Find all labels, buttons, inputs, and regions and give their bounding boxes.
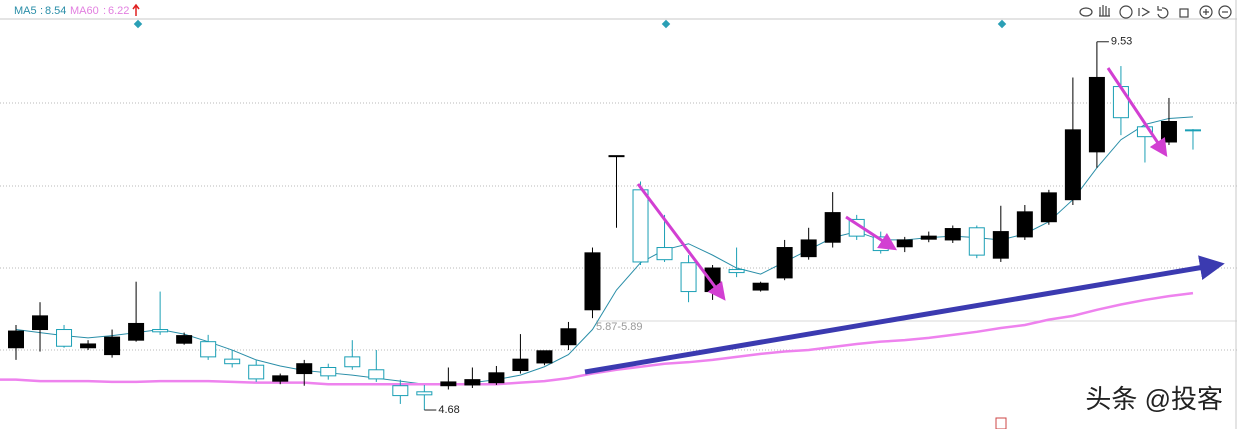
candle-body — [992, 231, 1009, 259]
legend-name: MA60 — [70, 5, 99, 17]
candle-body — [1040, 192, 1057, 223]
candle-body — [680, 262, 697, 293]
candle-body — [272, 375, 289, 382]
legend-separator: : — [103, 5, 106, 17]
candle-body — [536, 350, 553, 364]
candle-body — [416, 391, 433, 396]
small-marker — [995, 417, 1007, 430]
annotation-arrows — [584, 67, 1225, 375]
toolbar — [1079, 5, 1232, 19]
candle-body — [104, 336, 121, 356]
candle-body — [440, 381, 457, 387]
zoom-in-icon[interactable] — [1199, 5, 1213, 19]
trend-arrow — [636, 183, 726, 301]
candle-body — [248, 364, 265, 380]
candle-body — [56, 329, 73, 347]
trend-arrow — [1106, 67, 1168, 157]
candle-body — [224, 358, 241, 365]
candle-body — [128, 322, 145, 341]
candle-body — [152, 329, 169, 333]
legend-name: MA5 — [14, 5, 37, 17]
lock-icon[interactable] — [1179, 8, 1189, 18]
candle-body — [920, 235, 937, 240]
candle-body — [1064, 129, 1081, 201]
candle-body — [320, 366, 337, 377]
legend-separator: : — [40, 5, 43, 17]
candle-body — [968, 227, 985, 256]
eye-icon[interactable] — [1079, 7, 1093, 17]
candle-body — [824, 212, 841, 243]
high-label: 9.53 — [1111, 36, 1132, 48]
watermark: 头条 @投客 — [1085, 384, 1223, 414]
candle-body — [800, 239, 817, 258]
step-icon[interactable] — [1138, 7, 1151, 17]
legend-value: 6.22 — [108, 5, 129, 17]
candle-body — [80, 343, 97, 349]
candle-body — [896, 239, 913, 248]
candle-body — [296, 363, 313, 375]
candle-body — [776, 247, 793, 279]
up-arrow-icon — [132, 3, 140, 16]
candle-body — [728, 269, 745, 274]
candle-body — [632, 189, 649, 263]
candle-body — [584, 252, 601, 311]
candle-body — [560, 328, 577, 346]
candle-body — [1112, 86, 1129, 119]
candle-body — [344, 356, 361, 368]
trend-arrow — [845, 215, 898, 251]
candle-body — [1136, 126, 1153, 138]
header-legend: MA5 : 8.54 MA60 : 6.22 — [14, 3, 140, 17]
candle-body — [656, 247, 673, 261]
trend-arrow — [584, 255, 1225, 375]
candle-body — [392, 385, 409, 397]
candle-body — [752, 282, 769, 291]
candle-body — [1160, 120, 1177, 143]
candle-body — [176, 335, 193, 344]
candle-body — [8, 330, 24, 349]
candle-body — [944, 228, 961, 241]
candle-body — [368, 369, 385, 380]
candle-body — [32, 315, 49, 331]
candle-body — [512, 358, 529, 372]
hand-icon[interactable] — [1099, 5, 1110, 17]
candle-body — [608, 155, 625, 158]
candle-body — [464, 379, 481, 386]
candle-body — [200, 341, 217, 358]
undo-icon[interactable] — [1157, 6, 1169, 19]
low-label: 4.68 — [438, 404, 459, 416]
play-icon[interactable] — [1119, 5, 1133, 19]
zoom-out-icon[interactable] — [1218, 5, 1232, 19]
legend-value: 8.54 — [45, 5, 66, 17]
ma-line — [0, 291, 1194, 386]
candle-body — [488, 372, 505, 384]
candle-body — [1016, 211, 1033, 238]
candle-body — [1184, 129, 1201, 132]
price-range-label: 5.87-5.89 — [596, 321, 642, 333]
candle-body — [1088, 76, 1105, 153]
zoom-in-plus — [1203, 9, 1209, 15]
